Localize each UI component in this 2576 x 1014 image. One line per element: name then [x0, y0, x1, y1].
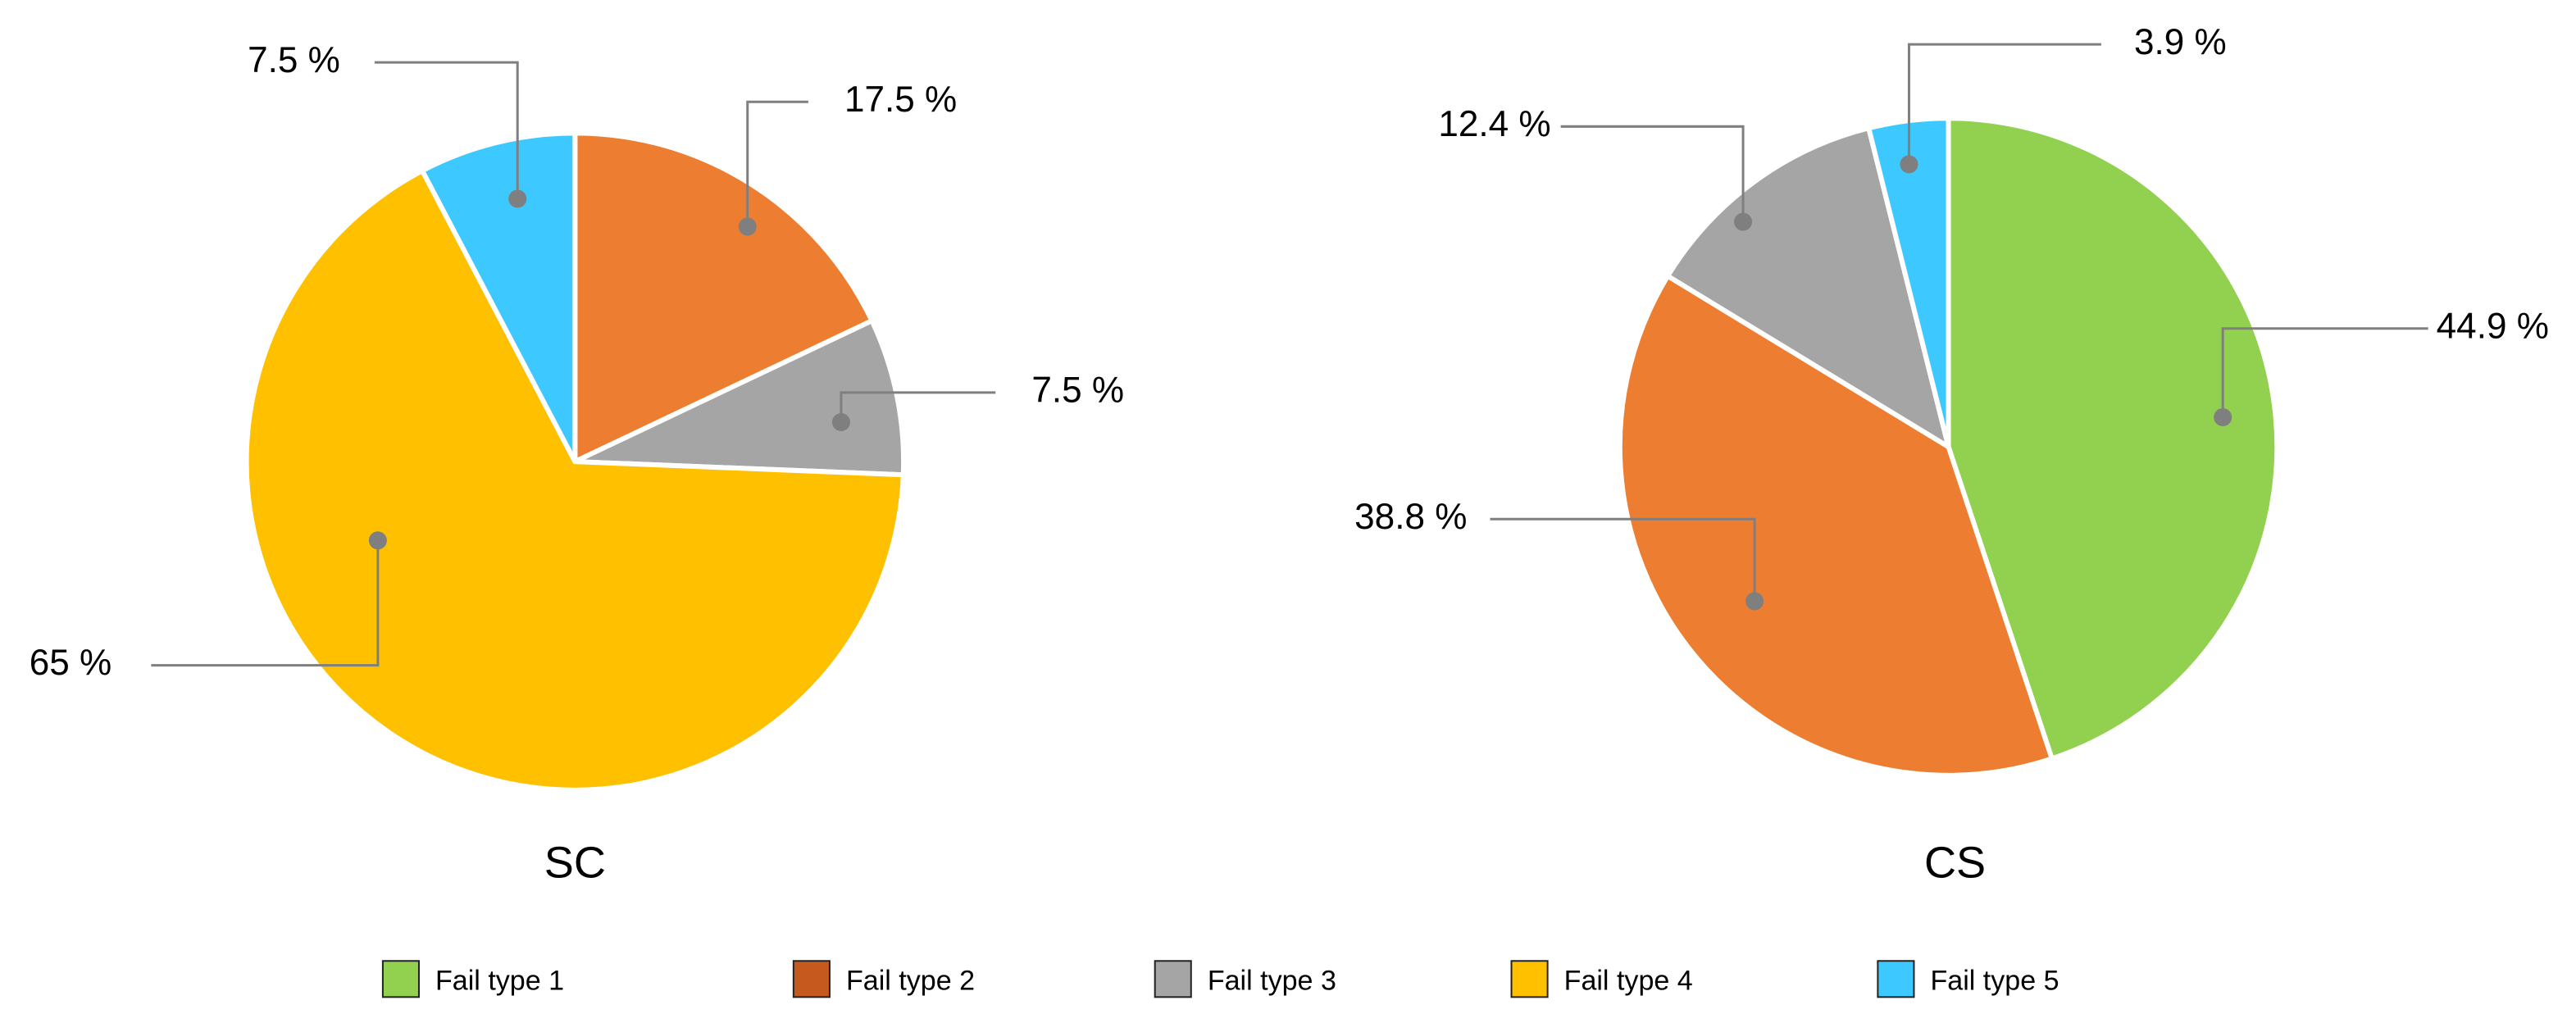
pie-slice — [572, 130, 876, 466]
legend-swatch — [1877, 960, 1915, 998]
pie-slice — [574, 317, 907, 478]
pie-slice — [1617, 272, 2055, 778]
leader-line — [1560, 125, 1745, 222]
legend-swatch — [381, 960, 420, 998]
leader-dot — [2214, 407, 2232, 427]
pie-slice — [1664, 125, 1953, 452]
leader-dot — [368, 531, 387, 550]
pie-slice — [1946, 116, 2280, 762]
pie-slice — [243, 167, 906, 793]
data-label: 3.9 % — [2134, 22, 2227, 62]
leader-line — [151, 540, 380, 667]
chart-title: SC — [544, 838, 606, 887]
leader-dot — [1745, 592, 1764, 611]
data-label: 44.9 % — [2437, 306, 2549, 346]
leader-line — [374, 61, 519, 199]
chart-title: CS — [1924, 838, 1986, 887]
data-label: 17.5 % — [844, 80, 957, 120]
leader-dot — [508, 189, 527, 208]
leader-dot — [1900, 155, 1918, 174]
data-label: 65 % — [30, 643, 112, 683]
leader-line — [1490, 517, 1756, 602]
legend-swatch — [1510, 960, 1549, 998]
leader-line — [746, 100, 808, 227]
legend-label: Fail type 5 — [1930, 965, 2059, 996]
legend-label: Fail type 2 — [846, 965, 975, 996]
legend-label: Fail type 3 — [1208, 965, 1336, 996]
data-label: 7.5 % — [248, 40, 340, 80]
leader-dot — [738, 217, 757, 236]
leader-dot — [1734, 212, 1753, 231]
legend-swatch — [1154, 960, 1192, 998]
leader-line — [1907, 43, 2101, 165]
pie-slice — [419, 130, 578, 463]
data-label: 7.5 % — [1031, 371, 1124, 411]
leader-dot — [831, 412, 850, 432]
legend-swatch — [792, 960, 831, 998]
legend-label: Fail type 1 — [435, 965, 564, 996]
leader-line — [2221, 327, 2428, 417]
leader-line — [840, 391, 996, 423]
data-label: 12.4 % — [1438, 104, 1550, 144]
legend-label: Fail type 4 — [1564, 965, 1693, 996]
data-label: 38.8 % — [1354, 497, 1467, 537]
